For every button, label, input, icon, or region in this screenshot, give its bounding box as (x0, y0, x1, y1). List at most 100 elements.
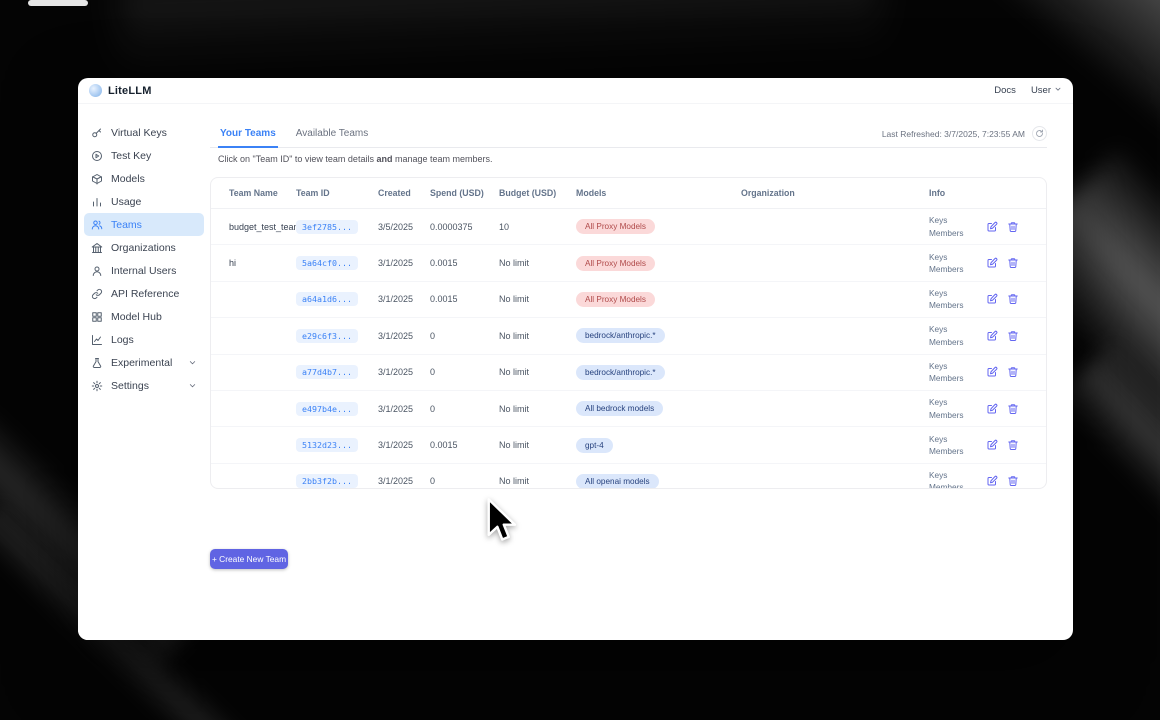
team-id-link[interactable]: e497b4e... (296, 401, 358, 416)
team-id-link[interactable]: 2bb3f2b... (296, 474, 358, 488)
table-row: hi 5a64cf0... 3/1/2025 0.0015 No limit A… (211, 245, 1046, 282)
sidebar: Virtual Keys Test Key Models Usage Teams… (78, 104, 210, 640)
edit-icon (986, 293, 998, 305)
bar-chart-icon (91, 196, 103, 208)
sidebar-item-settings[interactable]: Settings (84, 374, 204, 397)
team-id-link[interactable]: 3ef2785... (296, 219, 358, 234)
sidebar-item-organizations[interactable]: Organizations (84, 236, 204, 259)
sidebar-item-internal-users[interactable]: Internal Users (84, 259, 204, 282)
team-id-link[interactable]: a64a1d6... (296, 292, 358, 307)
grid-icon (91, 311, 103, 323)
models-cell: All openai models (576, 473, 741, 488)
sidebar-item-models[interactable]: Models (84, 167, 204, 190)
team-id-link[interactable]: 5a64cf0... (296, 256, 358, 271)
spend-cell: 0.0015 (430, 258, 458, 269)
team-id-link[interactable]: a77d4b7... (296, 365, 358, 380)
create-new-team-button[interactable]: + Create New Team (210, 549, 288, 569)
bank-icon (91, 242, 103, 254)
sidebar-item-model-hub[interactable]: Model Hub (84, 305, 204, 328)
background-streak (28, 0, 88, 6)
delete-team-button[interactable] (1007, 439, 1019, 451)
sidebar-item-label: Test Key (111, 149, 152, 162)
budget-cell: No limit (499, 476, 530, 487)
sidebar-item-virtual-keys[interactable]: Virtual Keys (84, 121, 204, 144)
sidebar-item-usage[interactable]: Usage (84, 190, 204, 213)
description-text: manage team members. (392, 154, 493, 164)
info-members-label: Members (929, 409, 964, 420)
background-streak (118, 0, 882, 74)
edit-team-button[interactable] (986, 403, 998, 415)
edit-icon (986, 439, 998, 451)
sidebar-item-experimental[interactable]: Experimental (84, 351, 204, 374)
edit-icon (986, 330, 998, 342)
edit-team-button[interactable] (986, 439, 998, 451)
line-chart-icon (91, 334, 103, 346)
model-badge: bedrock/anthropic.* (576, 364, 665, 380)
created-cell: 3/5/2025 (378, 221, 414, 232)
table-row: 2bb3f2b... 3/1/2025 0 No limit All opena… (211, 464, 1046, 488)
user-menu[interactable]: User (1031, 85, 1062, 96)
sidebar-item-label: Settings (111, 379, 149, 392)
trash-icon (1007, 366, 1019, 378)
litellm-logo-icon (89, 84, 102, 97)
spend-cell: 0.0015 (430, 294, 458, 305)
edit-icon (986, 403, 998, 415)
edit-icon (986, 221, 998, 233)
created-cell: 3/1/2025 (378, 294, 414, 305)
team-id-link[interactable]: 5132d23... (296, 438, 358, 453)
docs-link[interactable]: Docs (994, 85, 1016, 96)
tab-your-teams[interactable]: Your Teams (218, 128, 278, 148)
delete-team-button[interactable] (1007, 257, 1019, 269)
tab-available-teams[interactable]: Available Teams (295, 128, 369, 139)
edit-team-button[interactable] (986, 330, 998, 342)
sidebar-item-label: Model Hub (111, 310, 162, 323)
models-cell: All Proxy Models (576, 255, 741, 271)
edit-icon (986, 257, 998, 269)
models-cell: All bedrock models (576, 401, 741, 417)
column-header: Info (929, 188, 946, 198)
edit-team-button[interactable] (986, 257, 998, 269)
info-members-label: Members (929, 300, 964, 311)
edit-team-button[interactable] (986, 366, 998, 378)
app-title: LiteLLM (108, 84, 152, 97)
delete-team-button[interactable] (1007, 293, 1019, 305)
sidebar-item-api-reference[interactable]: API Reference (84, 282, 204, 305)
delete-team-button[interactable] (1007, 221, 1019, 233)
table-header-row: Team Name Team ID Created Spend (USD) Budget… (211, 178, 1046, 209)
edit-team-button[interactable] (986, 475, 998, 487)
last-refreshed-text: Last Refreshed: 3/7/2025, 7:23:55 AM (881, 128, 1025, 139)
info-members-label: Members (929, 446, 964, 457)
info-keys-label: Keys (929, 251, 948, 262)
model-badge: All bedrock models (576, 401, 664, 417)
model-badge: All Proxy Models (576, 291, 655, 307)
refresh-icon (1035, 129, 1044, 138)
delete-team-button[interactable] (1007, 475, 1019, 487)
info-cell: Keys Members (929, 396, 986, 421)
refresh-button[interactable] (1032, 126, 1047, 141)
team-id-link[interactable]: e29c6f3... (296, 328, 358, 343)
table-row: 5132d23... 3/1/2025 0.0015 No limit gpt-… (211, 427, 1046, 464)
gear-icon (91, 380, 103, 392)
trash-icon (1007, 439, 1019, 451)
delete-team-button[interactable] (1007, 330, 1019, 342)
table-row: e29c6f3... 3/1/2025 0 No limit bedrock/a… (211, 318, 1046, 355)
model-badge: All Proxy Models (576, 255, 655, 271)
sidebar-item-logs[interactable]: Logs (84, 328, 204, 351)
sidebar-item-test-key[interactable]: Test Key (84, 144, 204, 167)
column-header: Created (378, 188, 411, 198)
model-badge: All Proxy Models (576, 219, 655, 235)
sidebar-item-label: API Reference (111, 287, 180, 300)
created-cell: 3/1/2025 (378, 403, 414, 414)
sidebar-item-label: Internal Users (111, 264, 177, 277)
sidebar-item-teams[interactable]: Teams (84, 213, 204, 236)
edit-team-button[interactable] (986, 293, 998, 305)
column-header: Team ID (296, 188, 330, 198)
info-cell: Keys Members (929, 360, 986, 385)
delete-team-button[interactable] (1007, 403, 1019, 415)
edit-team-button[interactable] (986, 221, 998, 233)
info-cell: Keys Members (929, 323, 986, 348)
team-name-cell: budget_test_team (229, 221, 302, 232)
sidebar-item-label: Models (111, 172, 145, 185)
table-row: e497b4e... 3/1/2025 0 No limit All bedro… (211, 391, 1046, 428)
delete-team-button[interactable] (1007, 366, 1019, 378)
